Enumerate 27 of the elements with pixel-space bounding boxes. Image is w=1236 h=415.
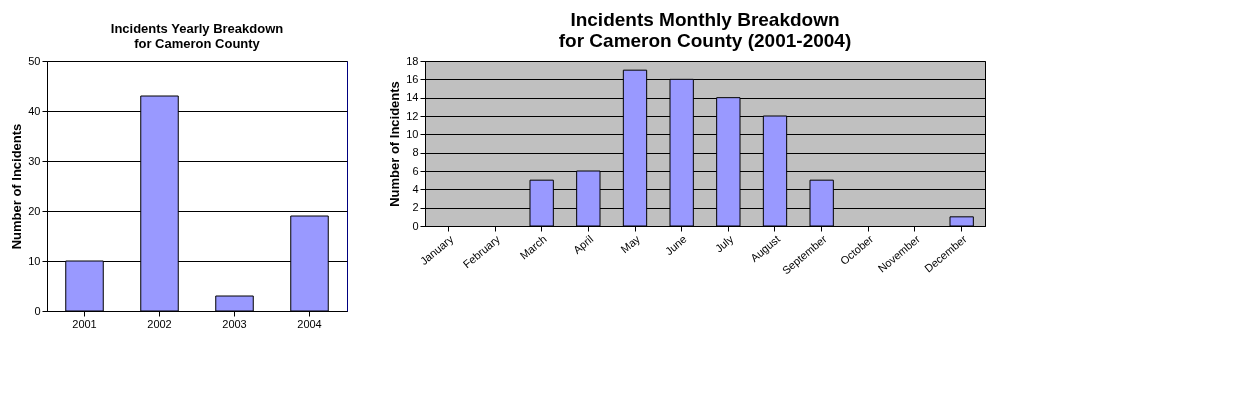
x-tick-label: 2001 [72, 317, 97, 330]
x-tick-label: 2003 [222, 317, 247, 330]
x-tick-label: 2004 [297, 317, 322, 330]
y-tick-label: 4 [412, 182, 419, 195]
x-tick-label: 2002 [147, 317, 172, 330]
y-tick-label: 40 [28, 104, 41, 117]
y-tick-label: 12 [406, 109, 419, 122]
y-tick-label: 14 [406, 91, 419, 104]
y-tick-label: 18 [406, 54, 419, 67]
y-tick-label: 10 [406, 127, 419, 140]
y-tick-label: 10 [28, 254, 41, 267]
y-tick-label: 0 [412, 219, 419, 232]
y-tick-label: 20 [28, 204, 41, 217]
x-tick-label: May [618, 232, 643, 256]
chart-title: Incidents Monthly Breakdown for Cameron County (2001-2004) [558, 9, 852, 51]
x-tick-label: July [712, 232, 736, 255]
y-tick-label: 2 [412, 201, 419, 214]
y-axis-title: Number of Incidents [9, 123, 25, 250]
y-tick-label: 50 [28, 54, 41, 67]
y-axis-title: Number of Incidents [387, 81, 403, 207]
x-tick-label: June [662, 232, 689, 258]
y-tick-label: 8 [412, 146, 419, 159]
y-tick-label: 0 [34, 304, 41, 317]
y-tick-label: 30 [28, 154, 41, 167]
y-tick-label: 6 [412, 164, 419, 177]
y-tick-label: 16 [406, 72, 419, 85]
chart-title: Incidents Yearly Breakdown for Cameron County [110, 21, 284, 51]
